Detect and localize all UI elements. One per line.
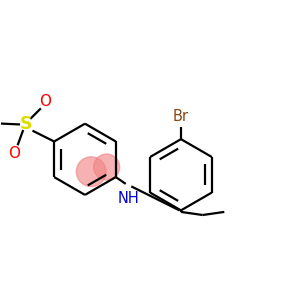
Text: O: O [39, 94, 51, 109]
Text: NH: NH [117, 191, 139, 206]
Circle shape [94, 154, 120, 180]
Text: O: O [8, 146, 20, 161]
Circle shape [76, 157, 106, 187]
Text: Br: Br [173, 109, 189, 124]
Text: S: S [20, 116, 32, 134]
